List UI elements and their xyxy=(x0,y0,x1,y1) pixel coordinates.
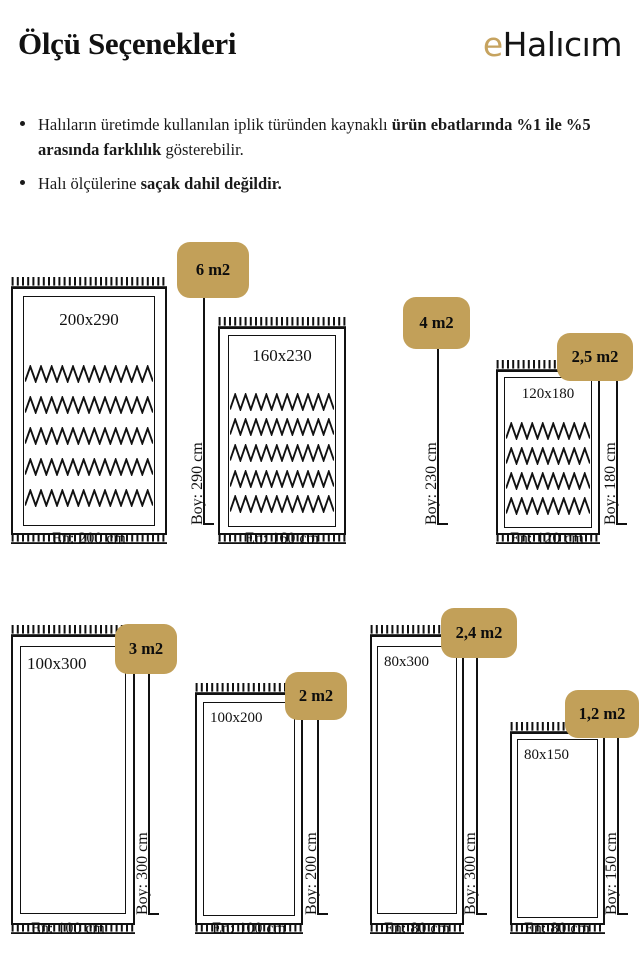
rug-length-measure: Boy: 300 cm xyxy=(462,635,487,915)
rug-inner-field xyxy=(203,702,295,916)
disclaimer-list: Halıların üretimde kullanılan iplik türü… xyxy=(14,112,614,196)
rug-fringe-bottom xyxy=(195,923,303,934)
logo-wordmark: Halıcım xyxy=(502,25,623,64)
rug-length-text: Boy: 230 cm xyxy=(423,442,440,525)
rug-length-text: Boy: 290 cm xyxy=(189,442,206,525)
rug-size-label: 100x200 xyxy=(210,710,263,726)
rug-area-badge[interactable]: 6 m2 xyxy=(177,242,249,298)
disclaimer-item: Halıların üretimde kullanılan iplik türü… xyxy=(14,112,614,162)
brand-logo: eHalıcım xyxy=(482,25,623,64)
rug-length-text: Boy: 150 cm xyxy=(603,832,620,915)
rug-size-label: 80x300 xyxy=(384,654,429,670)
page-title: Ölçü Seçenekleri xyxy=(18,26,237,61)
rug-width-text: En: 100 cm xyxy=(212,920,286,937)
measure-line xyxy=(148,635,151,915)
rug-fringe-bottom xyxy=(370,923,464,934)
measure-line xyxy=(317,693,320,915)
rug-length-measure: Boy: 200 cm xyxy=(303,693,328,915)
rug-area-badge[interactable]: 2,4 m2 xyxy=(441,608,517,658)
rug-size-label: 200x290 xyxy=(59,310,119,329)
measure-line xyxy=(476,635,479,915)
rug-inner-field xyxy=(377,646,457,914)
rug-length-measure: Boy: 290 cm xyxy=(189,288,214,525)
rug-inner-field xyxy=(517,739,598,918)
measure-line xyxy=(616,370,619,525)
rug-fringe-bottom xyxy=(496,533,600,544)
rug-width-text: En: 200 cm xyxy=(52,530,126,547)
rug-size-label: 80x150 xyxy=(524,747,569,763)
measure-line xyxy=(617,732,620,915)
rug-area-badge[interactable]: 2,5 m2 xyxy=(557,333,633,381)
rug-length-measure: Boy: 230 cm xyxy=(423,327,448,525)
measure-line xyxy=(437,327,440,525)
bullet-dot-icon xyxy=(20,121,25,126)
rug-area-badge[interactable]: 2 m2 xyxy=(285,672,347,720)
rug-fringe-bottom xyxy=(11,533,167,544)
measure-line xyxy=(203,288,206,525)
measure-cap-bottom xyxy=(616,522,627,525)
rug-length-text: Boy: 300 cm xyxy=(462,832,479,915)
rug-inner-field xyxy=(23,296,155,526)
rug-width-text: En: 100 cm xyxy=(31,920,105,937)
disclaimer-emphasis: saçak dahil değildir. xyxy=(140,174,282,193)
measure-cap-bottom xyxy=(437,522,448,525)
disclaimer-text: Halı ölçülerine xyxy=(38,174,141,193)
rug-size-label: 160x230 xyxy=(252,346,312,365)
rug-width-text: En: 80 cm xyxy=(384,920,450,937)
rug-length-measure: Boy: 180 cm xyxy=(602,370,627,525)
disclaimer-text: gösterebilir. xyxy=(165,140,244,159)
measure-cap-bottom xyxy=(476,912,487,915)
header: Ölçü Seçenekleri eHalıcım xyxy=(0,0,640,92)
measure-cap-bottom xyxy=(317,912,328,915)
rug-area-badge[interactable]: 1,2 m2 xyxy=(565,690,639,738)
rug-size-label: 100x300 xyxy=(27,654,87,673)
rug-width-text: En: 80 cm xyxy=(524,920,590,937)
rug-width-text: En: 160 cm xyxy=(245,530,319,547)
rug-size-label: 120x180 xyxy=(521,386,575,402)
logo-accent-letter: e xyxy=(482,25,503,64)
rug-length-measure: Boy: 150 cm xyxy=(603,732,628,915)
rug-area-badge[interactable]: 4 m2 xyxy=(403,297,470,349)
rug-fringe-bottom xyxy=(510,923,605,934)
measure-cap-bottom xyxy=(203,522,214,525)
rug-length-text: Boy: 180 cm xyxy=(602,442,619,525)
rug-width-text: En: 120 cm xyxy=(510,530,584,547)
measure-cap-bottom xyxy=(148,912,159,915)
measure-cap-bottom xyxy=(617,912,628,915)
rug-length-text: Boy: 300 cm xyxy=(134,832,151,915)
rug-area-badge[interactable]: 3 m2 xyxy=(115,624,177,674)
rug-length-text: Boy: 200 cm xyxy=(303,832,320,915)
rug-fringe-bottom xyxy=(218,533,346,544)
rug-fringe-bottom xyxy=(11,923,135,934)
disclaimer-item: Halı ölçülerine saçak dahil değildir. xyxy=(14,171,614,196)
rug-length-measure: Boy: 300 cm xyxy=(134,635,159,915)
rug-inner-field xyxy=(20,646,126,914)
disclaimer-emphasis: ürün ebatlarında %1 ile %5 arasında fark… xyxy=(38,115,591,159)
disclaimer-text: Halıların üretimde kullanılan iplik türü… xyxy=(38,115,392,134)
bullet-dot-icon xyxy=(20,180,25,185)
